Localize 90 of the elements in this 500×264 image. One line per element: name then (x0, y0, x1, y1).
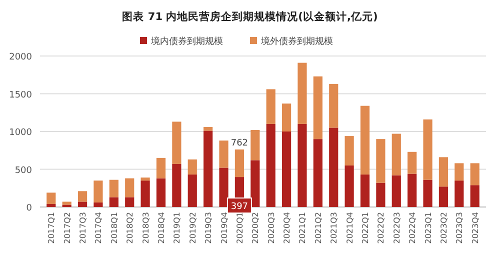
bar (204, 126, 213, 131)
x-tick-label: 2019Q3 (204, 212, 214, 244)
bar (423, 180, 432, 207)
bar (109, 197, 118, 207)
bar (94, 180, 103, 202)
x-tick-label: 2022Q4 (408, 212, 418, 244)
x-tick-label: 2023Q2 (439, 212, 448, 244)
x-tick-label: 2018Q1 (110, 212, 119, 244)
bar (423, 119, 432, 180)
bar (188, 159, 197, 175)
bar (282, 132, 292, 207)
data-label: 397 (230, 202, 248, 212)
x-tick-label: 2023Q4 (470, 212, 480, 244)
x-tick-label: 2023Q3 (455, 212, 464, 244)
x-tick-label: 2018Q3 (141, 212, 150, 244)
bar (46, 192, 56, 204)
legend-label: 境内债券到期规模 (150, 36, 223, 47)
bar (188, 174, 197, 207)
chart-title: 图表 71 内地民营房企到期规模情况(以金额计,亿元) (122, 10, 378, 23)
x-tick-label: 2017Q1 (47, 212, 56, 244)
x-tick-label: 2019Q4 (220, 212, 229, 244)
bar (360, 174, 370, 207)
bar (250, 130, 260, 160)
x-tick-label: 2022Q1 (361, 212, 370, 244)
y-tick-label: 500 (14, 166, 32, 176)
y-tick-label: 1500 (9, 90, 32, 100)
x-tick-label: 2021Q3 (330, 212, 339, 244)
x-tick-label: 2020Q4 (282, 212, 292, 244)
bar (204, 130, 213, 207)
bar (46, 204, 56, 207)
x-tick-label: 2021Q2 (314, 212, 323, 244)
y-tick-label: 0 (26, 204, 32, 214)
bar (298, 62, 307, 124)
bar (438, 157, 448, 187)
bar (125, 197, 134, 207)
bar (329, 84, 338, 128)
y-tick-label: 2000 (9, 52, 32, 62)
bar (376, 182, 386, 207)
bar (313, 139, 322, 207)
x-tick-label: 2017Q4 (94, 212, 104, 244)
bar (156, 158, 166, 178)
bar (125, 178, 134, 198)
bar (282, 104, 292, 132)
x-tick-label: 2021Q4 (345, 212, 354, 244)
bar (172, 122, 182, 164)
bar (470, 185, 480, 207)
total-label: 762 (230, 138, 248, 148)
y-tick-label: 1000 (9, 128, 32, 138)
x-tick-label: 2020Q3 (266, 212, 276, 244)
x-tick-label: 2022Q3 (392, 212, 402, 244)
bar (470, 163, 480, 186)
bar (266, 124, 276, 207)
bar (78, 202, 88, 207)
bar (313, 76, 322, 140)
bar (329, 128, 338, 207)
bar (78, 191, 88, 202)
bar (266, 89, 276, 124)
x-tick-label: 2022Q2 (376, 212, 386, 244)
bar (454, 163, 464, 181)
x-tick-label: 2018Q4 (156, 212, 166, 244)
bar (344, 136, 354, 166)
bar (62, 202, 72, 205)
bar (360, 106, 370, 175)
legend-label: 境外债券到期规模 (260, 36, 333, 47)
bar (392, 134, 401, 176)
x-tick-label: 2021Q1 (298, 212, 308, 244)
x-tick-label: 2017Q3 (78, 212, 88, 244)
bar (376, 139, 386, 183)
x-tick-label: 2023Q1 (424, 212, 433, 244)
x-tick-label: 2017Q2 (62, 212, 72, 244)
bar (219, 140, 228, 168)
bar (454, 180, 464, 207)
x-tick-label: 2019Q1 (172, 212, 182, 244)
bar (298, 124, 307, 207)
bar (344, 165, 354, 207)
bar (140, 178, 150, 181)
x-tick-label: 2020Q1 (235, 212, 244, 244)
x-tick-label: 2020Q2 (251, 212, 260, 244)
x-tick-label: 2019Q2 (188, 212, 198, 244)
bar (156, 178, 166, 207)
bar (109, 180, 118, 198)
bar (408, 152, 417, 174)
bar (392, 175, 401, 207)
bar (172, 164, 182, 207)
bar (234, 149, 244, 178)
bar (140, 180, 150, 207)
bar (408, 174, 417, 207)
bar (94, 202, 103, 207)
bar (438, 186, 448, 207)
x-tick-label: 2018Q2 (126, 212, 135, 244)
